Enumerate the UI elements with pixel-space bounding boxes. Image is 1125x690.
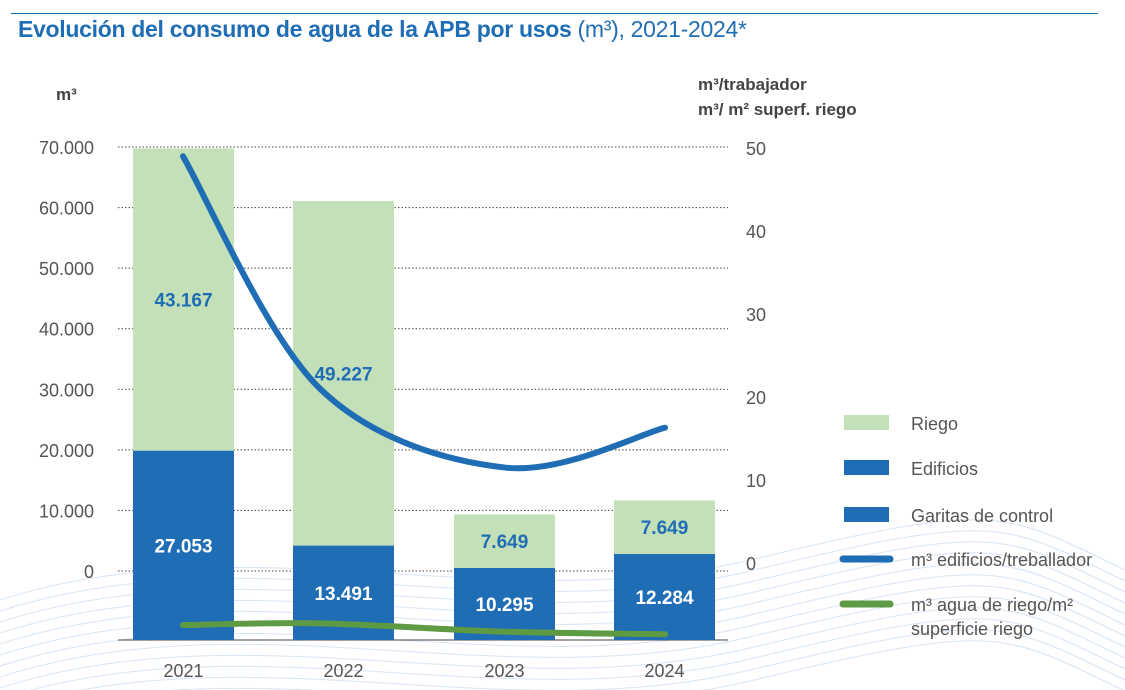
data-label-riego: 49.227: [314, 364, 372, 385]
x-tick-label: 2024: [644, 661, 684, 681]
bar-riego: [614, 500, 715, 555]
line-riego-superficie: [180, 620, 668, 638]
right-tick-label: 40: [746, 222, 766, 242]
right-axis-label: m³/trabajador: [698, 75, 807, 94]
data-label-riego: 7.649: [641, 518, 689, 539]
line-edificios-trabajador: [180, 153, 668, 472]
data-label-edificios: 12.284: [635, 588, 694, 609]
legend: Riego Edificios Garitas de control m³ edifi…: [839, 414, 1092, 639]
left-tick-label: 50.000: [39, 259, 94, 279]
legend-label: m³ edificios/treballador: [911, 550, 1092, 570]
wave-line: [0, 596, 1125, 678]
bar-riego: [454, 514, 555, 568]
legend-label: Edificios: [911, 459, 978, 479]
wave-line: [169, 640, 1125, 690]
chart-title: Evolución del consumo de agua de la APB …: [18, 16, 747, 43]
bar-riego: [133, 148, 234, 451]
bar-edificios: [614, 554, 715, 640]
legend-swatch: [844, 507, 889, 522]
bar-riego: [293, 200, 394, 546]
data-label-riego: 7.649: [481, 532, 529, 553]
right-tick-label: 50: [746, 139, 766, 159]
data-label-edificios: 13.491: [314, 584, 373, 605]
x-tick-label: 2022: [323, 661, 363, 681]
labels: 0 10.000 20.000 30.000 40.000 50.000 60.000 70.…: [39, 75, 857, 681]
x-tick-label: 2021: [163, 661, 203, 681]
left-tick-label: 30.000: [39, 380, 94, 400]
left-tick-label: 60.000: [39, 199, 94, 219]
legend-label: superficie riego: [911, 619, 1033, 639]
lines: [180, 153, 668, 638]
title-regular: (m³), 2021-2024*: [571, 16, 747, 42]
data-label-edificios: 27.053: [154, 536, 212, 557]
bars: [133, 148, 715, 640]
left-tick-label: 10.000: [39, 501, 94, 521]
wave-line: [77, 629, 1125, 690]
wave-line: [0, 607, 1125, 689]
left-tick-label: 0: [84, 562, 94, 582]
left-tick-label: 70.000: [39, 138, 94, 158]
legend-swatch: [844, 460, 889, 475]
right-axis-label: m³/ m² superf. riego: [698, 100, 857, 119]
wave-line: [29, 618, 1125, 690]
x-tick-label: 2023: [484, 661, 524, 681]
top-rule: [11, 13, 1098, 14]
right-tick-label: 30: [746, 305, 766, 325]
data-label-riego: 43.167: [154, 291, 212, 312]
left-tick-label: 40.000: [39, 320, 94, 340]
right-tick-label: 0: [746, 554, 756, 574]
legend-label: Riego: [911, 414, 958, 434]
left-tick-label: 20.000: [39, 441, 94, 461]
data-label-edificios: 10.295: [475, 595, 534, 616]
title-bold: Evolución del consumo de agua de la APB …: [18, 16, 572, 42]
bar-edificios: [133, 450, 234, 640]
legend-label: m³ agua de riego/m²: [911, 595, 1073, 615]
left-axis-label: m³: [56, 85, 77, 104]
legend-swatch: [844, 415, 889, 430]
legend-label: Garitas de control: [911, 506, 1053, 526]
right-tick-label: 20: [746, 388, 766, 408]
right-tick-label: 10: [746, 471, 766, 491]
